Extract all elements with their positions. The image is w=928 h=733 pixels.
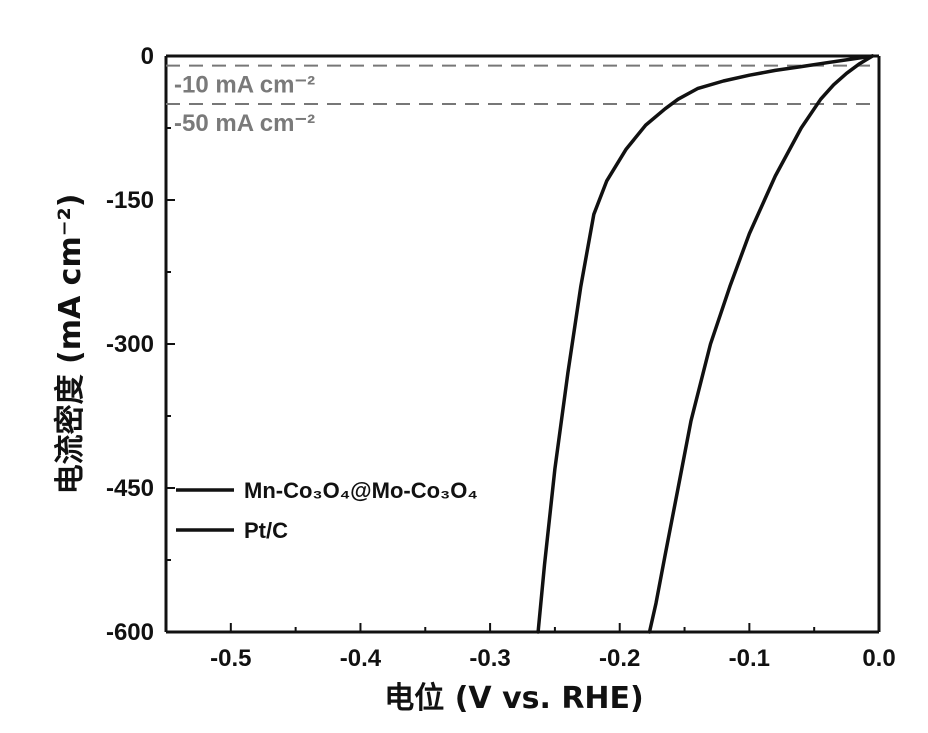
y-tick-label: -600: [106, 619, 154, 646]
y-tick-label: -150: [106, 187, 154, 214]
reference-line-label: -50 mA cm⁻²: [174, 110, 315, 137]
legend-label: Mn-Co₃O₄@Mo-Co₃O₄: [244, 478, 478, 503]
x-tick-label: -0.2: [599, 645, 640, 672]
plot-frame: [166, 56, 879, 632]
reference-line-label: -10 mA cm⁻²: [174, 72, 315, 99]
x-axis-title: 电位 (V vs. RHE): [384, 681, 643, 716]
x-ticks: -0.5 -0.4 -0.3 -0.2 -0.1 0.0: [210, 623, 896, 672]
y-axis-title: 电流密度 (mA cm⁻²): [53, 194, 88, 495]
series-layer: [538, 56, 872, 632]
y-tick-label: 0: [141, 43, 154, 70]
x-tick-label: 0.0: [862, 645, 895, 672]
x-tick-label: -0.3: [469, 645, 510, 672]
x-tick-label: -0.1: [729, 645, 770, 672]
y-tick-label: -300: [106, 331, 154, 358]
reference-lines: -10 mA cm⁻² -50 mA cm⁻²: [166, 66, 879, 137]
legend: Mn-Co₃O₄@Mo-Co₃O₄ Pt/C: [176, 478, 478, 543]
legend-label: Pt/C: [244, 518, 288, 543]
series-line-2: [650, 56, 873, 632]
y-tick-label: -450: [106, 475, 154, 502]
series-line-1: [538, 56, 872, 632]
x-tick-label: -0.5: [210, 645, 251, 672]
x-tick-label: -0.4: [340, 645, 382, 672]
